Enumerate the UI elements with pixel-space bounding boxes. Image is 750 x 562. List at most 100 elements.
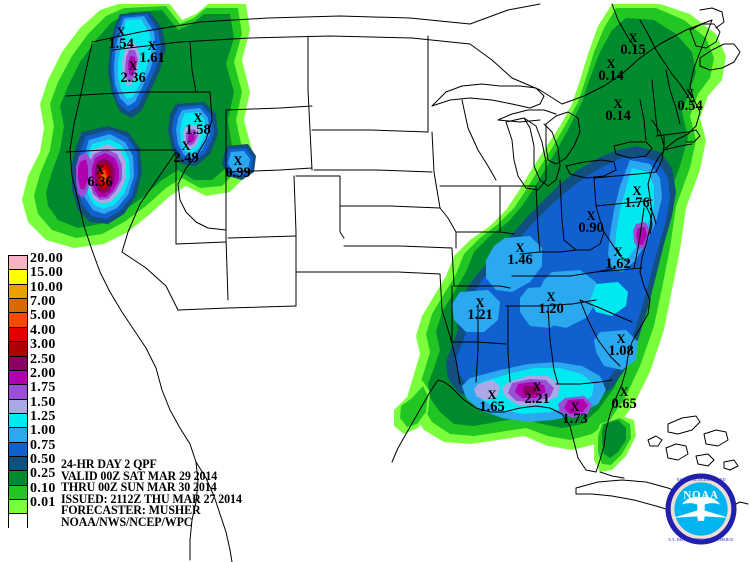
bahamas-4 bbox=[695, 453, 715, 467]
colorbar-swatches bbox=[8, 255, 28, 529]
precip-max-marker: X bbox=[619, 385, 629, 399]
colorbar-label: 0.01 bbox=[30, 495, 56, 511]
new-brunswick bbox=[689, 23, 721, 49]
forecast-text-block: 24-HR DAY 2 QPF VALID 00Z SAT MAR 29 2014… bbox=[61, 457, 251, 529]
precip-max-value: 0.54 bbox=[677, 98, 703, 114]
precip-max-label: X 1.08 bbox=[599, 332, 643, 359]
wy-n bbox=[225, 105, 313, 111]
precip-max-label: X 1.54 bbox=[99, 25, 143, 52]
west-band-100-mt bbox=[228, 151, 250, 175]
noaa-seal-text-top: NATIONAL OCEANIC AND bbox=[676, 477, 725, 482]
west-band-200-idaho bbox=[188, 134, 195, 143]
lake-huron bbox=[545, 111, 581, 165]
precip-max-marker: X bbox=[616, 332, 626, 346]
colorbar-swatch bbox=[9, 313, 27, 328]
lake-ontario bbox=[613, 141, 653, 159]
great-lakes-border bbox=[469, 19, 713, 105]
precip-max-label: X 2.36 bbox=[111, 59, 155, 86]
west-band-700-coast bbox=[103, 174, 105, 179]
precip-max-value: 1.21 bbox=[467, 307, 493, 323]
precip-max-label: X 1.73 bbox=[553, 401, 597, 427]
precip-max-marker: X bbox=[116, 25, 126, 39]
ok-tx-n bbox=[295, 271, 441, 275]
colorbar-label: 15.00 bbox=[30, 265, 63, 281]
precip-max-label: X 0.54 bbox=[668, 88, 712, 114]
colorbar-swatch bbox=[9, 270, 27, 285]
precip-max-value: 2.21 bbox=[524, 391, 550, 407]
canada-border bbox=[91, 3, 541, 43]
id-or-wa bbox=[177, 91, 213, 185]
colorbar-swatch bbox=[9, 399, 27, 414]
precip-max-marker: X bbox=[632, 184, 642, 198]
precip-max-value: 2.36 bbox=[120, 70, 146, 86]
colorbar-label: 0.25 bbox=[30, 466, 56, 482]
precip-max-label: X 1.46 bbox=[498, 242, 542, 268]
nh-me bbox=[665, 69, 681, 125]
lake-michigan bbox=[505, 117, 547, 191]
precip-max-value: 1.08 bbox=[608, 343, 634, 359]
precip-max-label: X 0.65 bbox=[602, 385, 646, 412]
forecast-text-line: FORECASTER: MUSHER bbox=[61, 503, 201, 518]
il-in bbox=[535, 185, 541, 253]
mn-wi bbox=[461, 99, 497, 181]
colorbar-label: 10.00 bbox=[30, 279, 63, 295]
colorbar-labels: 20.00 15.00 10.00 7.00 5.00 4.00 3.00 2.50 2.00 1… bbox=[30, 251, 90, 532]
east-band-200-fl bbox=[564, 399, 588, 414]
precip-max-value: 1.73 bbox=[562, 411, 588, 427]
sd-mn-ia bbox=[431, 131, 441, 209]
precip-max-value: 1.76 bbox=[624, 195, 650, 211]
forecast-text-line: 24-HR DAY 2 QPF bbox=[61, 457, 157, 471]
colorbar-label: 5.00 bbox=[30, 308, 56, 324]
precip-max-marker: X bbox=[606, 57, 616, 71]
noaa-wordmark: NOAA bbox=[683, 490, 719, 502]
id-mt-wy bbox=[177, 183, 227, 231]
precip-max-value: 0.15 bbox=[620, 42, 646, 58]
wv-va bbox=[603, 231, 629, 263]
wa-or-border bbox=[65, 91, 211, 97]
precip-max-marker: X bbox=[532, 380, 542, 394]
baja-coast bbox=[195, 461, 233, 562]
colorbar-label: 2.00 bbox=[30, 365, 56, 381]
east-band-150-la bbox=[474, 380, 500, 401]
colorbar-swatch bbox=[9, 514, 27, 529]
precip-max-marker: X bbox=[128, 59, 138, 73]
us-canada-49 bbox=[111, 35, 471, 51]
precip-max-label: X 0.14 bbox=[596, 98, 640, 124]
al-ga bbox=[547, 305, 559, 385]
chesapeake-bay bbox=[633, 207, 645, 269]
cape-cod bbox=[685, 129, 701, 143]
noaa-seal-text-bottom: U.S. DEPARTMENT OF COMMERCE bbox=[668, 537, 734, 542]
mi-up bbox=[497, 109, 557, 121]
wy-s bbox=[225, 167, 313, 173]
colorbar-label: 7.00 bbox=[30, 294, 56, 310]
precip-max-value: 1.54 bbox=[108, 36, 134, 52]
il-ky bbox=[519, 249, 577, 255]
ne-ia bbox=[439, 207, 457, 233]
va-nc bbox=[595, 267, 643, 273]
colorbar-label: 1.00 bbox=[30, 423, 56, 439]
colorbar-label: 3.00 bbox=[30, 337, 56, 353]
precip-max-label: X 1.58 bbox=[176, 112, 220, 138]
precip-max-marker: X bbox=[95, 163, 105, 177]
wi-mi bbox=[497, 119, 541, 123]
colorbar-swatch bbox=[9, 299, 27, 314]
ga-fl bbox=[555, 379, 613, 385]
bahamas-3 bbox=[665, 443, 689, 461]
mi-lower bbox=[523, 117, 561, 187]
precip-max-value: 2.49 bbox=[173, 150, 199, 166]
colorbar-swatch bbox=[9, 327, 27, 343]
lake-superior bbox=[431, 83, 545, 109]
precip-max-label: X 1.62 bbox=[596, 246, 640, 272]
tx-la bbox=[439, 273, 461, 385]
atlantic-coast bbox=[595, 19, 713, 473]
ks-ok bbox=[343, 245, 453, 249]
west-band-200-cascades bbox=[128, 56, 136, 76]
precip-max-marker: X bbox=[586, 209, 596, 223]
gulf-st-lawrence bbox=[699, 7, 725, 29]
ms-al bbox=[507, 305, 511, 383]
bahamas-6 bbox=[647, 435, 663, 447]
precip-max-label: X 6.36 bbox=[78, 163, 122, 190]
co-ne-ks bbox=[295, 175, 345, 239]
